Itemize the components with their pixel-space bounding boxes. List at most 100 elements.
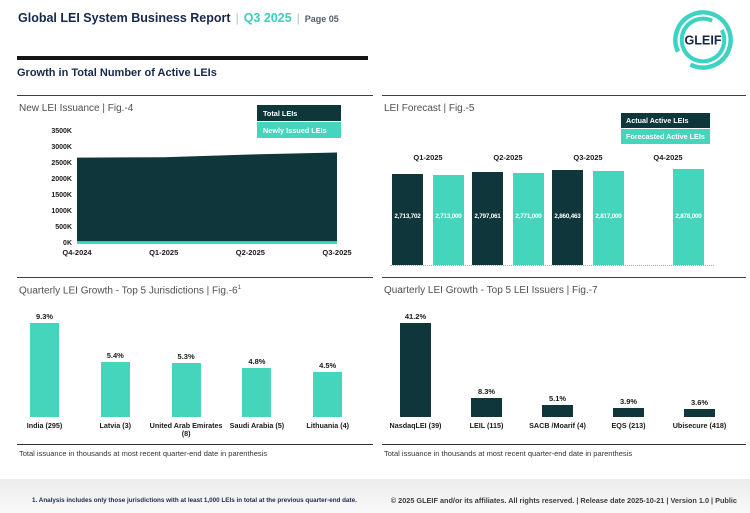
chart-title: Quarterly LEI Growth - Top 5 LEI Issuers…: [384, 285, 598, 296]
bar-actual: [472, 171, 503, 265]
category-label: India (295): [26, 421, 63, 430]
bar: [313, 371, 343, 417]
category-label: SACB /Moarif (4): [529, 421, 586, 430]
bar: [684, 408, 715, 417]
chart-footnote: Total issuance in thousands at most rece…: [384, 449, 633, 458]
separator: |: [296, 11, 300, 25]
period-label: Q3 2025: [243, 11, 292, 25]
percent-label: 5.1%: [548, 394, 567, 404]
category-label: Lithuania (4): [306, 421, 350, 430]
chart-footnote: Total issuance in thousands at most rece…: [19, 449, 268, 458]
group-label: Q2-2025: [493, 153, 523, 162]
logo-text: GLEIF: [684, 33, 721, 47]
copyright-line: © 2025 GLEIF and/or its affiliates. All …: [390, 496, 737, 505]
bar-forecast: [513, 172, 544, 265]
legend-total-leis: Total LEIs: [257, 105, 341, 121]
bar-value-label: 2,860,463: [554, 213, 581, 220]
chart-legend: Total LEIs Newly Issued LEIs: [257, 105, 341, 138]
percent-label: 5.4%: [106, 351, 124, 361]
x-axis-label: Q2-2025: [235, 248, 265, 257]
group-label: Q1-2025: [413, 153, 443, 162]
bar-value-label: 2,713,702: [394, 213, 421, 220]
bar-value-label: 2,771,000: [515, 213, 542, 220]
x-axis-label: Q3-2025: [322, 248, 352, 257]
bar-actual: [552, 169, 583, 265]
y-axis: 3500K 3000K 2500K 2000K 1500K 1000K 500K 0K: [27, 128, 72, 247]
bar-forecast: [593, 171, 624, 265]
percent-label: 3.6%: [690, 397, 709, 407]
chart-legend: Actual Active LEIs Forecasted Active LEI…: [621, 113, 710, 144]
y-axis-label: 2000K: [51, 176, 72, 183]
category-label: LEIL (115): [469, 421, 504, 430]
chart-title: Quarterly LEI Growth - Top 5 Jurisdictio…: [19, 285, 241, 296]
percent-label: 4.8%: [248, 357, 266, 367]
bar: [242, 368, 272, 417]
y-axis-label: 1000K: [51, 208, 72, 215]
legend-actual-active-leis: Actual Active LEIs: [621, 113, 710, 128]
bar: [100, 362, 130, 417]
category-label: EQS (213): [611, 421, 646, 430]
chart-panel-new-lei-issuance: New LEI Issuance | Fig.-4 Total LEIs New…: [17, 95, 373, 276]
gleif-logo: GLEIF: [673, 10, 733, 70]
footnote-divider: [382, 444, 746, 445]
section-title: Growth in Total Number of Active LEIs: [17, 67, 217, 79]
bar-forecast: [673, 169, 704, 265]
group-label: Q3-2025: [573, 153, 603, 162]
page-number: Page 05: [304, 14, 339, 24]
y-axis-label: 0K: [63, 240, 72, 247]
percent-label: 41.2%: [404, 312, 427, 321]
bar: [542, 405, 573, 417]
baseline: [390, 265, 714, 266]
newly-issued-area: [77, 241, 337, 244]
grouped-bar-chart: Q1-2025 2,713,702 2,713,000 Q2-2025 2,797,06…: [382, 96, 746, 276]
y-axis-label: 1500K: [51, 192, 72, 199]
page-header: Global LEI System Business Report | Q3 202…: [18, 9, 339, 27]
bar: [400, 323, 431, 417]
chart-title-text: Quarterly LEI Growth - Top 5 LEI Issuers…: [384, 285, 598, 296]
report-title: Global LEI System Business Report: [18, 11, 231, 25]
bar: [30, 323, 59, 417]
chart-panel-top5-lei-issuers: Quarterly LEI Growth - Top 5 LEI Issuers…: [382, 277, 746, 463]
percent-label: 4.5%: [319, 360, 337, 370]
total-leis-area: [77, 152, 337, 244]
y-axis-label: 2500K: [51, 160, 72, 167]
x-axis: Q4-2024 Q1-2025 Q2-2025 Q3-2025: [62, 248, 351, 260]
section-rule: [17, 56, 368, 60]
area-plot: [77, 152, 337, 244]
bar-chart: 41.2% NasdaqLEI (39) 8.3% LEIL (115) 5.1% SAC…: [382, 278, 746, 463]
y-axis-label: 3000K: [51, 144, 72, 151]
bar-forecast: [433, 174, 464, 265]
bar: [613, 408, 644, 417]
chart-title: New LEI Issuance | Fig.-4: [19, 103, 134, 114]
bar-value-label: 2,817,000: [595, 213, 622, 220]
category-label: Saudi Arabia (5): [229, 421, 285, 430]
y-axis-label: 500K: [55, 224, 72, 231]
percent-label: 9.3%: [35, 312, 54, 321]
bar-value-label: 2,878,000: [675, 213, 702, 220]
category-label: Ubisecure (418): [672, 421, 727, 430]
chart-title: LEI Forecast | Fig.-5: [384, 103, 475, 114]
legend-newly-issued-leis: Newly Issued LEIs: [257, 122, 341, 138]
bar-chart: 9.3% India (295) 5.4% Latvia (3) 5.3% United …: [17, 278, 373, 463]
category-label: United Arab Emirates (8): [149, 421, 223, 439]
bar-actual: [392, 174, 423, 265]
area-chart: [77, 132, 337, 244]
bar: [471, 398, 502, 417]
chart-panel-lei-forecast: LEI Forecast | Fig.-5 Actual Active LEIs…: [382, 95, 746, 276]
percent-label: 5.3%: [177, 352, 195, 362]
chart-title-text: Quarterly LEI Growth - Top 5 Jurisdictio…: [19, 285, 238, 297]
analysis-footnote: 1. Analysis includes only those jurisdic…: [32, 497, 357, 504]
percent-label: 8.3%: [477, 387, 496, 397]
category-label: Latvia (3): [99, 421, 132, 430]
footnote-divider: [17, 444, 373, 445]
bar-value-label: 2,713,000: [435, 213, 462, 220]
x-axis-label: Q4-2024: [62, 248, 92, 257]
category-label: NasdaqLEI (39): [389, 421, 442, 430]
bar-value-label: 2,797,061: [474, 213, 501, 220]
separator: |: [235, 11, 239, 25]
footer-background: [0, 479, 750, 513]
x-axis-label: Q1-2025: [149, 248, 179, 257]
group-label: Q4-2025: [653, 153, 683, 162]
legend-forecasted-active-leis: Forecasted Active LEIs: [621, 129, 710, 144]
y-axis-label: 3500K: [51, 128, 72, 135]
